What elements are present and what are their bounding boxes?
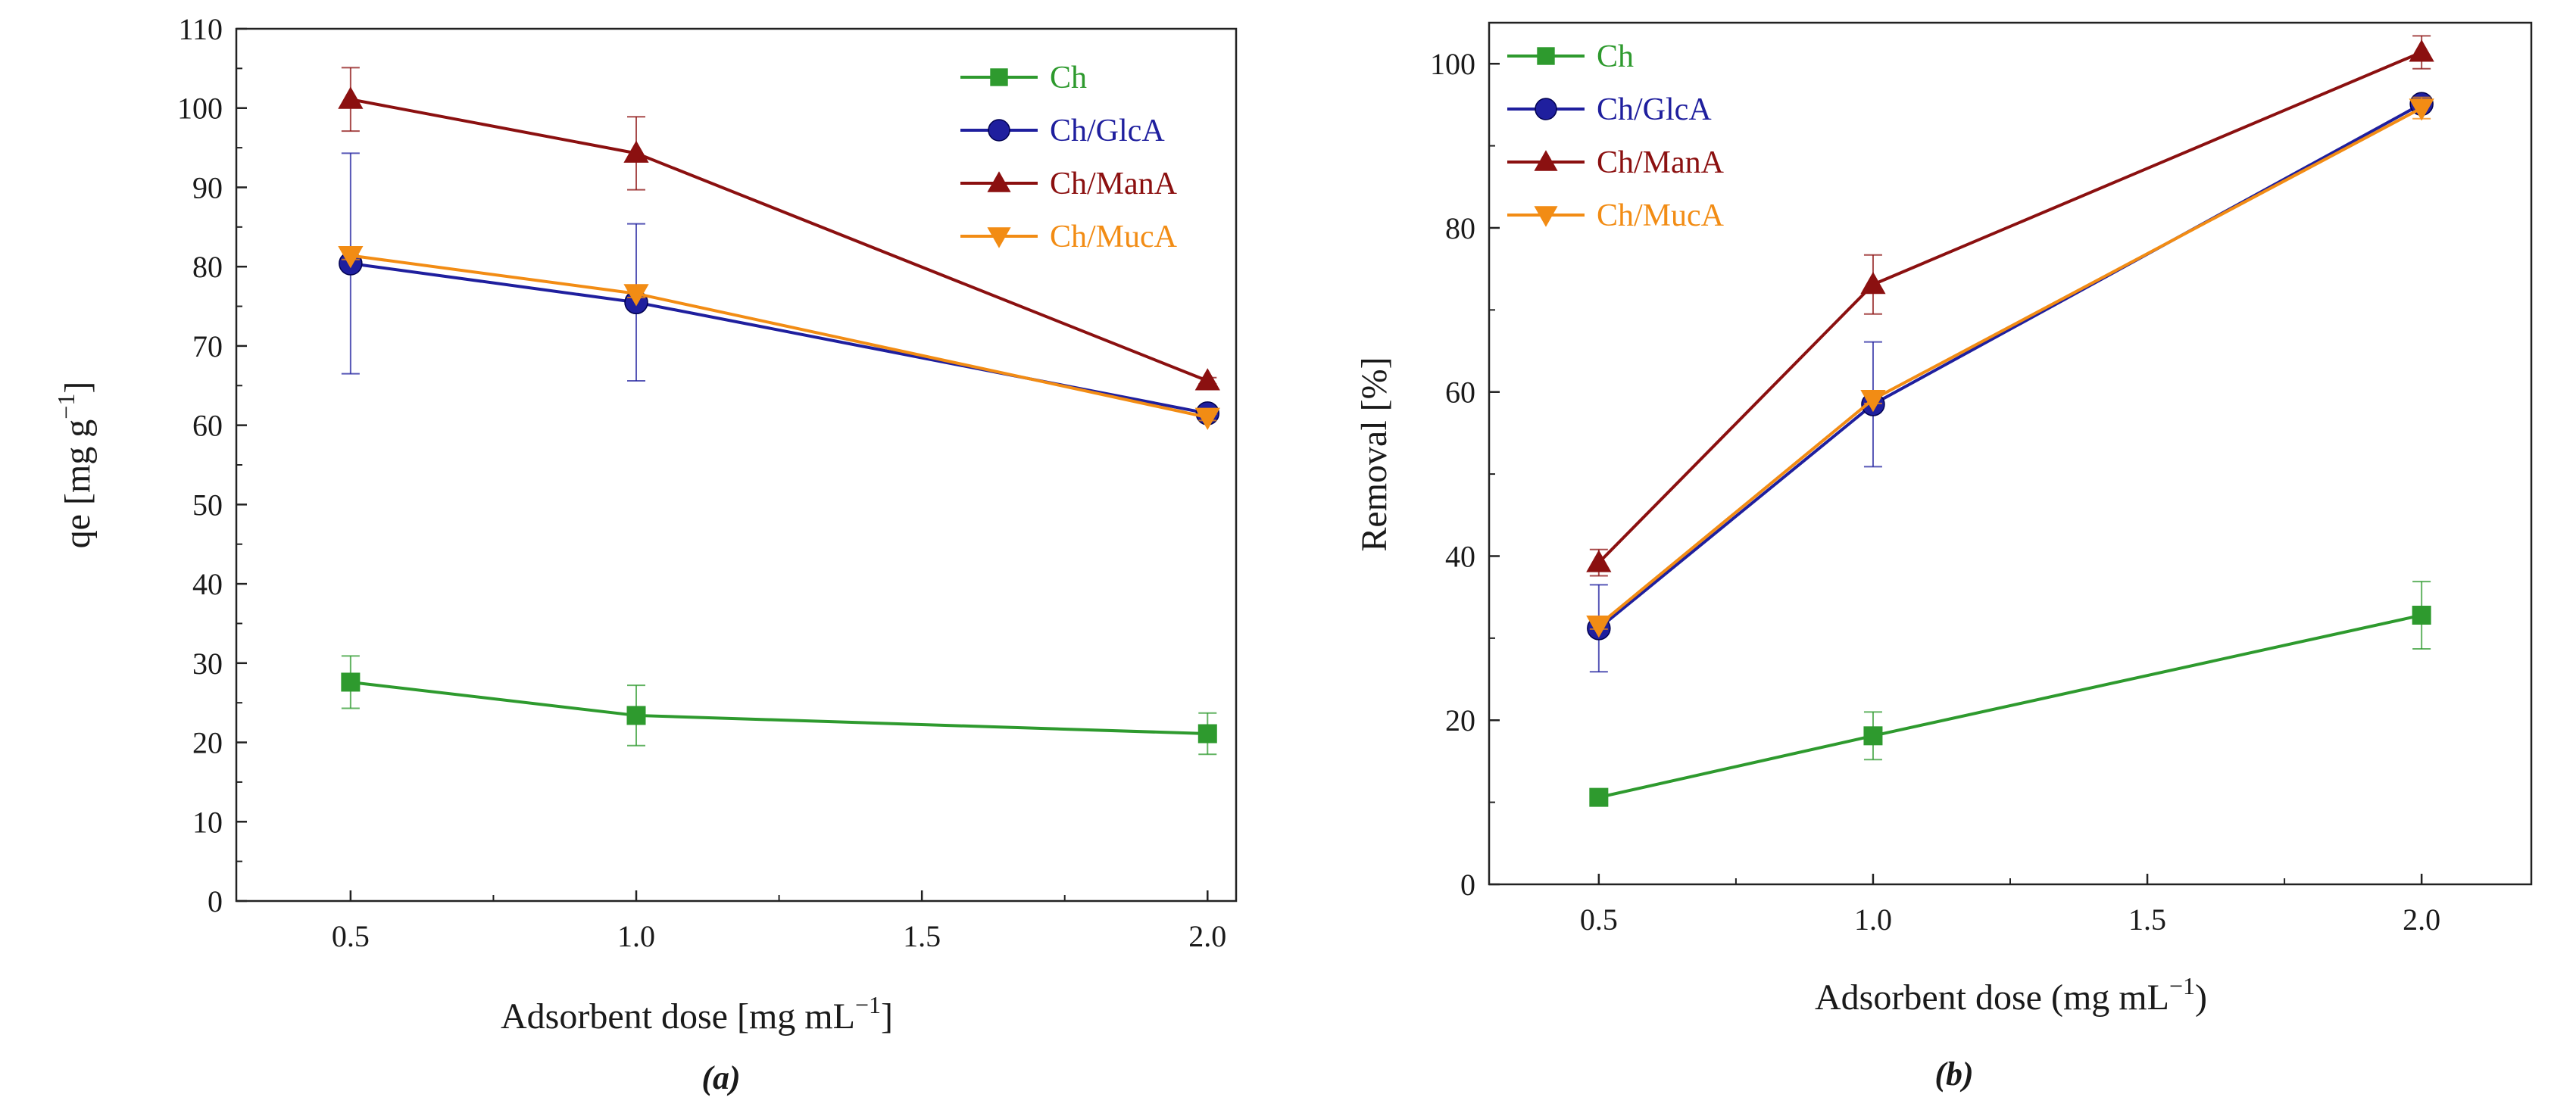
x-tick-label: 2.0 (1188, 919, 1226, 953)
y-axis-label-superscript: −1 (52, 394, 80, 419)
legend-label: Ch/GlcA (1597, 92, 1712, 127)
data-point (2412, 606, 2431, 625)
series-ch-mana (338, 67, 1220, 391)
legend-marker (1537, 47, 1555, 65)
y-tick-label: 50 (192, 488, 223, 522)
legend-marker (988, 119, 1010, 142)
series-ch (1589, 581, 2431, 807)
x-tick-label: 1.0 (617, 919, 655, 953)
data-point (1197, 724, 1217, 744)
data-point (1194, 368, 1220, 391)
y-axis-label: Removal [%] (1354, 357, 1394, 551)
data-point (2409, 39, 2434, 62)
series-ch (341, 655, 1217, 756)
legend-marker (987, 171, 1011, 192)
y-tick-label: 40 (192, 567, 223, 601)
legend-label: Ch/MucA (1597, 198, 1725, 233)
x-tick-label: 0.5 (1580, 903, 1618, 937)
x-axis-label-text: Adsorbent dose [mg mL (501, 996, 855, 1037)
data-point (338, 246, 364, 269)
panel-label: (b) (1934, 1055, 1973, 1093)
legend-label: Ch/MucA (1050, 220, 1178, 254)
x-axis-label-superscript: −1 (2169, 972, 2195, 999)
x-tick-label: 0.5 (332, 919, 370, 953)
data-point (341, 672, 361, 692)
x-axis-label-close: ) (2195, 977, 2207, 1018)
data-point (1860, 271, 1886, 295)
y-tick-label: 100 (177, 92, 223, 126)
data-point (2409, 98, 2434, 121)
legend: Ch Ch/GlcA Ch/ManA Ch/MucA (1507, 39, 1725, 233)
legend-marker (1535, 98, 1557, 120)
y-axis-label: qe [mg g−1] (52, 382, 98, 549)
x-axis-label-superscript: −1 (855, 991, 881, 1018)
legend: Ch Ch/GlcA Ch/ManA Ch/MucA (960, 61, 1178, 254)
y-tick-label: 20 (192, 726, 223, 760)
series-ch-mana (1586, 35, 2434, 577)
series-line (350, 680, 1208, 736)
series-line (1597, 102, 2423, 630)
y-axis-label-text: qe [mg g (58, 419, 98, 549)
x-tick-label: 1.0 (1854, 903, 1892, 937)
series-ch-muca (1586, 96, 2434, 638)
x-axis-label-close: ] (881, 996, 893, 1037)
y-tick-label: 60 (192, 409, 223, 443)
chart-panel-b: 0 20 40 60 80 100 0.5 1.0 1.5 2.0 Adsorbent dose (… (1354, 21, 2533, 1093)
x-tick-label: 1.5 (903, 919, 941, 953)
data-point (1586, 616, 1612, 638)
x-axis-label: Adsorbent dose (mg mL−1) (1815, 972, 2207, 1018)
legend-label: Ch (1597, 39, 1634, 74)
series-line (1597, 51, 2422, 564)
data-point (1586, 550, 1612, 572)
series-line (1598, 613, 2422, 800)
data-point (1194, 407, 1220, 430)
data-point (623, 140, 649, 163)
data-point (338, 86, 364, 109)
data-point (1860, 389, 1886, 413)
y-tick-label: 30 (192, 647, 223, 681)
data-point (626, 706, 646, 725)
legend-marker (987, 227, 1011, 248)
panel-label: (a) (701, 1059, 740, 1096)
y-tick-label: 40 (1445, 539, 1475, 573)
x-tick-label: 1.5 (2128, 903, 2166, 937)
series-line (1597, 106, 2423, 627)
x-tick-label: 2.0 (2403, 903, 2440, 937)
legend-label: Ch/ManA (1050, 167, 1178, 201)
x-axis-label: Adsorbent dose [mg mL−1] (501, 991, 893, 1037)
y-axis-label-text: Removal [%] (1354, 357, 1394, 551)
legend-label: Ch/GlcA (1050, 114, 1165, 148)
y-tick-label: 110 (178, 12, 223, 46)
series-ch-muca (338, 246, 1220, 430)
y-tick-label: 70 (192, 329, 223, 363)
legend-marker (1534, 150, 1558, 171)
y-tick-label: 100 (1430, 47, 1475, 81)
legend-label: Ch/ManA (1597, 145, 1725, 180)
legend-marker (1534, 206, 1558, 227)
data-point (623, 284, 649, 307)
y-tick-label: 0 (208, 884, 223, 918)
y-tick-label: 90 (192, 170, 223, 204)
y-tick-label: 10 (192, 805, 223, 839)
y-tick-label: 60 (1445, 376, 1475, 410)
legend-marker (990, 68, 1008, 86)
x-axis-label-text: Adsorbent dose (mg mL (1815, 977, 2169, 1018)
y-tick-label: 0 (1460, 868, 1475, 902)
legend-label: Ch (1050, 61, 1087, 95)
plot-frame (235, 27, 1238, 903)
y-axis-label-close: ] (58, 382, 98, 394)
chart-panel-a: 0 10 20 30 40 50 60 70 80 90 100 110 0.5 1.0 1.5 2.0 Ads… (52, 12, 1238, 1096)
y-tick-label: 80 (192, 250, 223, 284)
data-point (1589, 787, 1609, 807)
y-tick-label: 20 (1445, 703, 1475, 737)
data-point (1863, 726, 1883, 746)
y-tick-label: 80 (1445, 211, 1475, 245)
